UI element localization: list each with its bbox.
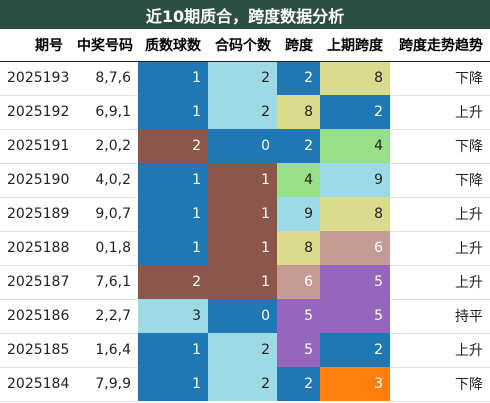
numbers-cell: 2,2,7 (70, 299, 138, 334)
period-cell: 2025190 (0, 163, 70, 198)
prime-count-cell: 1 (138, 163, 208, 197)
table-row: 2025188 0,1,8 1 1 8 6 上升 (0, 231, 490, 266)
column-header-composite-count: 合码个数 (208, 29, 277, 62)
prev-span-cell: 9 (320, 163, 390, 197)
span-cell: 2 (277, 129, 320, 163)
table-row: 2025187 7,6,1 2 1 6 5 上升 (0, 265, 490, 300)
trend-cell: 上升 (390, 197, 490, 232)
composite-count-cell: 2 (208, 61, 277, 95)
period-cell: 2025191 (0, 129, 70, 164)
span-cell: 2 (277, 367, 320, 401)
column-header-period: 期号 (0, 29, 70, 62)
trend-cell: 持平 (390, 299, 490, 334)
prime-count-cell: 1 (138, 231, 208, 265)
prime-count-cell: 3 (138, 299, 208, 333)
prev-span-cell: 8 (320, 197, 390, 231)
table-row: 2025186 2,2,7 3 0 5 5 持平 (0, 299, 490, 334)
prime-count-cell: 1 (138, 95, 208, 129)
period-cell: 2025184 (0, 367, 70, 402)
composite-count-cell: 0 (208, 129, 277, 163)
composite-count-cell: 0 (208, 299, 277, 333)
numbers-cell: 7,9,9 (70, 367, 138, 402)
column-header-prime-count: 质数球数 (138, 29, 208, 62)
table-row: 2025192 6,9,1 1 2 8 2 上升 (0, 95, 490, 130)
span-cell: 5 (277, 333, 320, 367)
span-cell: 8 (277, 95, 320, 129)
prime-count-cell: 1 (138, 61, 208, 95)
period-cell: 2025193 (0, 61, 70, 96)
trend-cell: 下降 (390, 367, 490, 402)
column-header-prev-span: 上期跨度 (320, 29, 390, 62)
prev-span-cell: 2 (320, 95, 390, 129)
page-title: 近10期质合，跨度数据分析 (0, 0, 490, 29)
numbers-cell: 4,0,2 (70, 163, 138, 198)
composite-count-cell: 1 (208, 197, 277, 231)
prev-span-cell: 8 (320, 61, 390, 95)
period-cell: 2025189 (0, 197, 70, 232)
span-cell: 4 (277, 163, 320, 197)
prime-count-cell: 1 (138, 367, 208, 401)
analysis-table: 期号 中奖号码 质数球数 合码个数 跨度 上期跨度 跨度走势趋势 2025193… (0, 29, 490, 402)
trend-cell: 上升 (390, 265, 490, 300)
trend-cell: 上升 (390, 333, 490, 368)
table-row: 2025190 4,0,2 1 1 4 9 下降 (0, 163, 490, 198)
trend-cell: 上升 (390, 95, 490, 130)
trend-cell: 上升 (390, 231, 490, 266)
period-cell: 2025185 (0, 333, 70, 368)
period-cell: 2025192 (0, 95, 70, 130)
trend-cell: 下降 (390, 61, 490, 96)
composite-count-cell: 2 (208, 367, 277, 401)
column-header-trend: 跨度走势趋势 (390, 29, 490, 62)
table-row: 2025185 1,6,4 1 2 5 2 上升 (0, 333, 490, 368)
prev-span-cell: 4 (320, 129, 390, 163)
composite-count-cell: 1 (208, 163, 277, 197)
prime-count-cell: 2 (138, 265, 208, 299)
trend-cell: 下降 (390, 163, 490, 198)
period-cell: 2025186 (0, 299, 70, 334)
composite-count-cell: 1 (208, 231, 277, 265)
composite-count-cell: 1 (208, 265, 277, 299)
prime-count-cell: 2 (138, 129, 208, 163)
numbers-cell: 8,7,6 (70, 61, 138, 96)
period-cell: 2025187 (0, 265, 70, 300)
trend-cell: 下降 (390, 129, 490, 164)
column-header-numbers: 中奖号码 (70, 29, 138, 62)
table-row: 2025189 9,0,7 1 1 9 8 上升 (0, 197, 490, 232)
prev-span-cell: 2 (320, 333, 390, 367)
composite-count-cell: 2 (208, 333, 277, 367)
prev-span-cell: 3 (320, 367, 390, 401)
table-row: 2025191 2,0,2 2 0 2 4 下降 (0, 129, 490, 164)
prev-span-cell: 5 (320, 265, 390, 299)
numbers-cell: 7,6,1 (70, 265, 138, 300)
span-cell: 5 (277, 299, 320, 333)
span-cell: 2 (277, 61, 320, 95)
span-cell: 9 (277, 197, 320, 231)
prime-count-cell: 1 (138, 333, 208, 367)
prime-count-cell: 1 (138, 197, 208, 231)
prev-span-cell: 6 (320, 231, 390, 265)
span-cell: 8 (277, 231, 320, 265)
numbers-cell: 9,0,7 (70, 197, 138, 232)
span-cell: 6 (277, 265, 320, 299)
column-header-span: 跨度 (277, 29, 320, 62)
period-cell: 2025188 (0, 231, 70, 266)
numbers-cell: 2,0,2 (70, 129, 138, 164)
table-row: 2025193 8,7,6 1 2 2 8 下降 (0, 61, 490, 96)
numbers-cell: 1,6,4 (70, 333, 138, 368)
header-row: 期号 中奖号码 质数球数 合码个数 跨度 上期跨度 跨度走势趋势 (0, 29, 490, 62)
numbers-cell: 6,9,1 (70, 95, 138, 130)
table-row: 2025184 7,9,9 1 2 2 3 下降 (0, 367, 490, 402)
numbers-cell: 0,1,8 (70, 231, 138, 266)
composite-count-cell: 2 (208, 95, 277, 129)
prev-span-cell: 5 (320, 299, 390, 333)
